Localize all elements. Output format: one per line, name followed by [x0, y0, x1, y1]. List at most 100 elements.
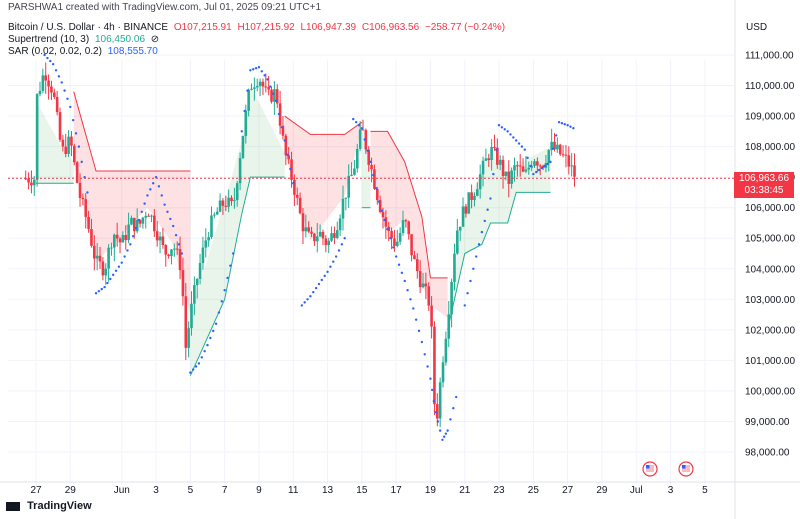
sar-dot [77, 145, 81, 148]
candle-body [64, 146, 68, 154]
sar-dot [326, 270, 329, 274]
sar-dot [203, 350, 206, 353]
candle-body [133, 217, 136, 232]
candle-body [141, 217, 145, 224]
y-tick-label: 99,000.00 [745, 417, 790, 428]
candle-body [244, 110, 248, 136]
candle-body [518, 165, 522, 167]
legend-supertrend-row[interactable]: Supertrend (10, 3) 106,450.06 ⊘ [8, 34, 162, 45]
candle-body [347, 175, 351, 198]
candle-body [61, 139, 65, 147]
sar-dot [374, 187, 378, 190]
sar-dot [369, 160, 372, 164]
tradingview-logo[interactable]: TradingView [6, 500, 92, 512]
candle-body [73, 145, 76, 163]
candle-body [533, 161, 536, 166]
sar-dot [420, 340, 424, 344]
sar-dot [274, 99, 278, 103]
candle-body [298, 197, 302, 214]
candle-body [558, 144, 562, 155]
candle-body [418, 271, 422, 288]
candle-body [441, 362, 445, 383]
candle-body [121, 234, 125, 243]
x-tick-label: 27 [30, 485, 42, 496]
candle-body [416, 259, 419, 272]
candle-body [255, 85, 259, 88]
candle-body [124, 234, 128, 241]
sar-dot [429, 377, 432, 380]
candle-body [335, 230, 339, 238]
candle-body [110, 247, 113, 249]
sar-dot [263, 74, 266, 77]
candle-body [330, 233, 333, 241]
sar-dot [563, 123, 566, 126]
x-tick-label: 23 [493, 485, 505, 496]
candle-body [75, 162, 79, 183]
sar-dot [223, 288, 226, 292]
candle-body [207, 237, 210, 241]
sar-dot [494, 148, 498, 151]
sar-dot [232, 252, 235, 255]
candle-body [324, 238, 328, 246]
sar-dot [143, 202, 146, 205]
sar-dot [309, 295, 312, 298]
sar-dot [557, 120, 561, 124]
sar-dot [520, 145, 524, 148]
sar-dot [51, 62, 55, 66]
candle-body [215, 211, 219, 215]
candle-body [175, 248, 179, 250]
hide-icon[interactable]: ⊘ [150, 34, 160, 45]
candle-body [81, 197, 85, 200]
sar-dot [535, 170, 538, 174]
candle-body [113, 234, 116, 248]
x-tick-label: Jul [630, 485, 643, 496]
candle-body [30, 182, 33, 186]
candle-body [118, 238, 122, 243]
x-tick-label: 17 [391, 485, 403, 496]
candle-body [90, 229, 93, 246]
candle-body [98, 255, 102, 262]
sar-dot [517, 142, 521, 145]
sar-dot [441, 438, 444, 441]
y-tick-label: 101,000.00 [745, 356, 795, 367]
candle-body [424, 283, 428, 287]
x-tick-label: 25 [528, 485, 540, 496]
sar-dot [257, 66, 261, 69]
candle-body [241, 135, 245, 159]
y-tick-label: 109,000.00 [745, 112, 795, 123]
sar-dot [312, 290, 315, 294]
candle-body [153, 215, 156, 232]
candle-body [230, 197, 233, 202]
candle-body [573, 165, 576, 177]
candle-body [310, 231, 313, 234]
sar-dot [366, 149, 369, 152]
candle-body [195, 278, 199, 286]
candle-body [258, 81, 262, 86]
sar-dot [532, 172, 535, 176]
legend-sar-row[interactable]: SAR (0.02, 0.02, 0.2) 108,555.70 [8, 46, 161, 57]
candle-body [501, 159, 505, 176]
candle-body [510, 170, 513, 184]
supertrend-label: Supertrend (10, 3) [8, 34, 90, 45]
candle-body [164, 245, 168, 255]
sar-dot [452, 407, 455, 410]
x-tick-label: 27 [562, 485, 574, 496]
candle-body [270, 89, 273, 102]
sar-dot [303, 301, 306, 304]
sar-dot [317, 282, 321, 286]
sar-dot [149, 188, 152, 191]
x-tick-label: Jun [114, 485, 130, 496]
sar-dot [332, 260, 335, 263]
supertrend-line [36, 91, 551, 376]
supertrend-fill [361, 128, 371, 208]
sar-dot [412, 307, 415, 310]
candle-body [404, 220, 408, 222]
y-tick-label: 106,000.00 [745, 203, 795, 214]
supertrend-fill [284, 116, 362, 242]
sar-value: 108,555.70 [107, 46, 158, 57]
candle-body [250, 88, 253, 90]
high-value: H107,215.92 [237, 22, 295, 33]
sar-dot [254, 67, 258, 70]
candle-body [544, 163, 548, 168]
